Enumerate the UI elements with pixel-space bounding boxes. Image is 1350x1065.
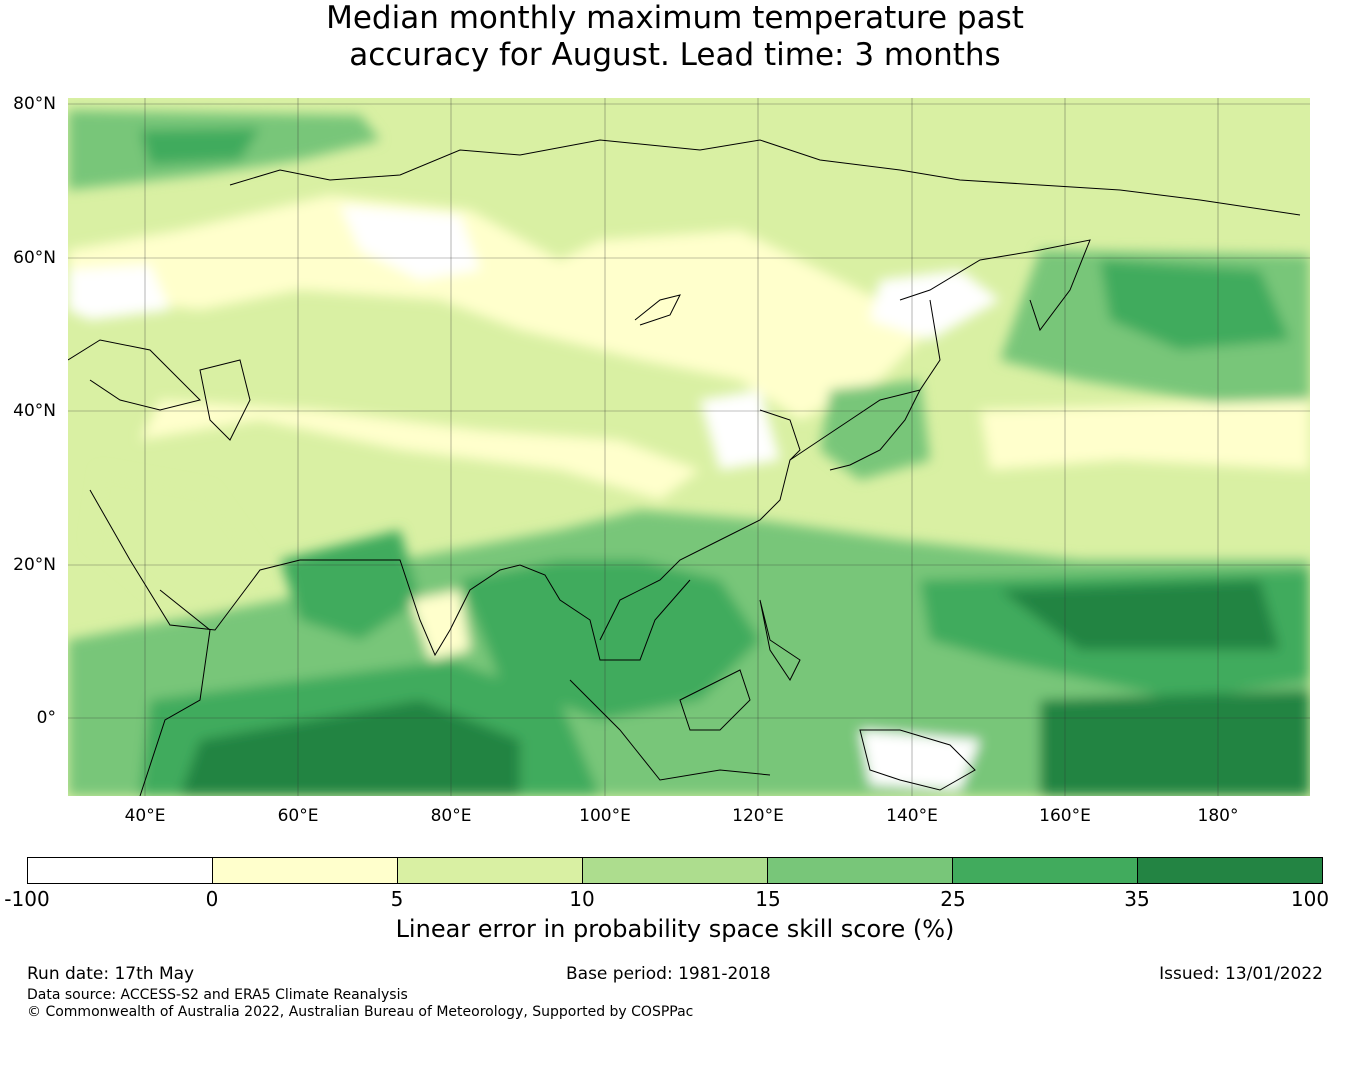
colorbar-tick: 25 [913, 887, 993, 911]
lat-label-80n: 80°N [0, 94, 56, 114]
colorbar-segment-6 [953, 858, 1138, 883]
run-date: Run date: 17th May [27, 964, 194, 984]
lat-label-20n: 20°N [0, 555, 56, 575]
lon-label-140e: 140°E [862, 806, 962, 826]
colorbar-tick: 35 [1097, 887, 1177, 911]
colorbar-tick: -100 [0, 887, 67, 911]
lat-label-equator: 0° [0, 708, 56, 728]
colorbar-tick: 15 [728, 887, 808, 911]
colorbar-label: Linear error in probability space skill … [0, 915, 1350, 943]
lon-label-80e: 80°E [401, 806, 501, 826]
skill-field [68, 98, 1310, 796]
copyright: © Commonwealth of Australia 2022, Austra… [27, 1004, 693, 1020]
data-source: Data source: ACCESS-S2 and ERA5 Climate … [27, 987, 408, 1003]
lon-label-60e: 60°E [248, 806, 348, 826]
colorbar-tick: 0 [172, 887, 252, 911]
lon-label-160e: 160°E [1015, 806, 1115, 826]
colorbar-tick: 100 [1270, 887, 1350, 911]
colorbar-segment-7 [1138, 858, 1322, 883]
colorbar [27, 857, 1323, 884]
issued-date: Issued: 13/01/2022 [1159, 964, 1323, 984]
colorbar-segment-3 [398, 858, 583, 883]
lat-label-60n: 60°N [0, 248, 56, 268]
colorbar-tick: 10 [542, 887, 622, 911]
lat-label-40n: 40°N [0, 401, 56, 421]
lon-label-120e: 120°E [708, 806, 808, 826]
new-guinea-no-skill [860, 730, 980, 790]
lon-label-40e: 40°E [95, 806, 195, 826]
colorbar-tick: 5 [357, 887, 437, 911]
lon-label-180: 180° [1168, 806, 1268, 826]
base-period: Base period: 1981-2018 [566, 964, 771, 984]
skill-map [0, 0, 1350, 850]
lon-label-100e: 100°E [555, 806, 655, 826]
colorbar-segment-5 [768, 858, 953, 883]
colorbar-segment-4 [583, 858, 768, 883]
colorbar-segment-1 [28, 858, 213, 883]
mid-pacific-low-skill [980, 400, 1310, 470]
south-pacific-skill-core [1040, 690, 1310, 796]
colorbar-segment-2 [213, 858, 398, 883]
